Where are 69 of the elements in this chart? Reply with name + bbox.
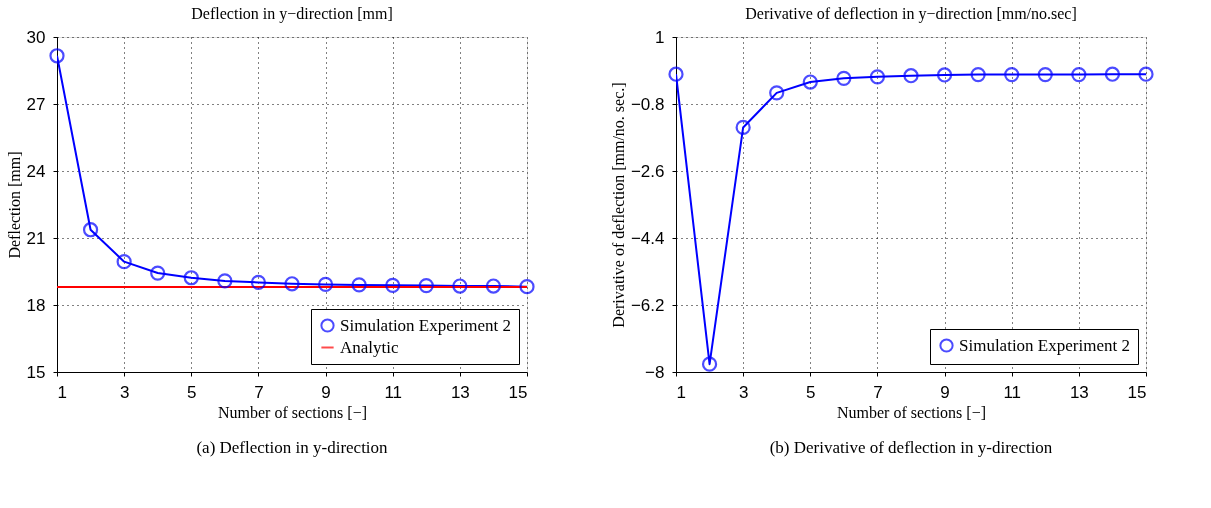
legend-label: Simulation Experiment 2 — [340, 315, 511, 335]
point — [936, 67, 953, 83]
x-tick-label: 1 — [57, 382, 67, 402]
point — [452, 278, 468, 294]
x-tick-label: 1 — [676, 382, 686, 402]
y-tick-label: −6.2 — [630, 295, 665, 315]
y-tick-label: 27 — [26, 94, 46, 114]
point — [485, 278, 502, 294]
x-tick-label: 5 — [187, 382, 197, 402]
x-tick-label: 7 — [873, 382, 883, 402]
y-tick-label: −4.4 — [630, 228, 665, 248]
point — [82, 222, 99, 238]
x-tick-label: 7 — [254, 382, 264, 402]
y-tick-label: −8 — [645, 362, 665, 382]
x-tick-label: 11 — [1003, 382, 1022, 402]
point — [183, 270, 199, 286]
x-tick-label: 9 — [321, 382, 331, 402]
x-tick-label: 9 — [940, 382, 950, 402]
point — [250, 274, 267, 291]
point — [735, 119, 751, 136]
point — [1138, 66, 1154, 82]
point — [418, 277, 434, 294]
y-tick-label: 24 — [26, 161, 46, 181]
point — [519, 279, 535, 295]
chart-title: Deflection in y−direction [mm] — [191, 5, 393, 23]
x-tick-label: 3 — [738, 382, 749, 402]
y-tick-label: 15 — [26, 362, 46, 382]
x-tick-label: 3 — [119, 382, 130, 402]
y-tick-label: 30 — [26, 27, 46, 47]
y-tick-label: −0.8 — [630, 94, 665, 114]
point — [1104, 66, 1121, 82]
legend-label: Analytic — [340, 337, 399, 357]
point — [150, 265, 166, 281]
point — [970, 66, 986, 83]
point — [217, 273, 233, 289]
y-tick-label: 18 — [26, 295, 46, 315]
point — [769, 85, 785, 101]
point — [49, 48, 65, 64]
y-axis-title: Deflection [mm] — [5, 151, 23, 259]
y-axis-title: Derivative of deflection [mm/no. sec.] — [609, 82, 627, 328]
point — [116, 254, 132, 270]
x-tick-label: 13 — [1069, 382, 1089, 402]
chart-title: Derivative of deflection in y−direction [mm/no.sec] — [745, 5, 1077, 23]
point — [836, 70, 852, 86]
point — [1004, 66, 1020, 83]
point — [903, 68, 919, 84]
x-tick-label: 11 — [384, 382, 403, 402]
point — [1071, 66, 1087, 83]
point — [351, 277, 367, 293]
text: (b) Derivative of deflection in y-direction — [769, 438, 1053, 457]
x-axis-title: Number of sections [−] — [218, 403, 367, 421]
point — [701, 356, 718, 372]
text: (a) Deflection in y-direction — [196, 438, 389, 457]
y-tick-label: 1 — [655, 27, 665, 47]
legend-label: Simulation Experiment 2 — [959, 335, 1130, 355]
x-tick-label: 15 — [508, 382, 528, 402]
point — [869, 69, 886, 85]
y-tick-label: 21 — [26, 228, 46, 248]
x-tick-label: 15 — [1127, 382, 1147, 402]
x-axis-title: Number of sections [−] — [837, 403, 986, 421]
point — [284, 276, 300, 292]
x-tick-label: 5 — [806, 382, 816, 402]
point — [668, 66, 684, 82]
point — [802, 74, 818, 90]
point — [1037, 66, 1053, 83]
y-tick-label: −2.6 — [630, 161, 665, 181]
point — [385, 277, 401, 293]
point — [317, 276, 334, 293]
x-tick-label: 13 — [450, 382, 470, 402]
